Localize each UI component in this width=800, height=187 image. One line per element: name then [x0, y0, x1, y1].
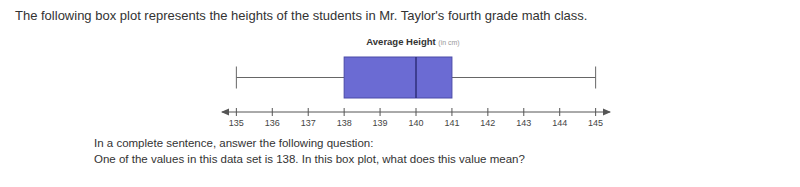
x-tick-label: 136	[265, 118, 280, 128]
x-tick	[487, 108, 488, 116]
page: The following box plot represents the he…	[0, 0, 800, 187]
x-tick	[595, 108, 596, 116]
x-tick-label: 140	[408, 118, 423, 128]
whisker-low	[236, 77, 344, 78]
x-tick	[451, 108, 452, 116]
question-text: One of the values in this data set is 13…	[94, 153, 525, 165]
title-unit: (in cm)	[438, 39, 459, 47]
x-tick-label: 139	[373, 118, 388, 128]
median-line	[415, 57, 417, 98]
whisker-high	[452, 77, 596, 78]
whisker-cap-min	[236, 67, 237, 89]
x-tick	[308, 108, 309, 116]
x-tick	[236, 108, 237, 116]
x-tick	[272, 108, 273, 116]
x-tick-label: 143	[516, 118, 531, 128]
chart-title: Average Height (in cm)	[366, 36, 459, 47]
x-tick-label: 141	[444, 118, 459, 128]
instruction-text: In a complete sentence, answer the follo…	[94, 137, 373, 149]
box-plot	[236, 57, 595, 98]
x-tick	[416, 108, 417, 116]
box	[344, 57, 452, 98]
x-tick	[523, 108, 524, 116]
axis-arrow-left	[221, 109, 229, 116]
x-tick-label: 144	[552, 118, 567, 128]
whisker-cap-max	[595, 67, 596, 89]
intro-text: The following box plot represents the he…	[15, 8, 587, 23]
x-tick-label: 142	[480, 118, 495, 128]
x-tick-label: 135	[229, 118, 244, 128]
x-tick	[380, 108, 381, 116]
title-main: Average Height	[366, 36, 438, 47]
x-tick-label: 137	[301, 118, 316, 128]
axis-arrow-right	[603, 109, 611, 116]
x-tick	[559, 108, 560, 116]
x-tick	[344, 108, 345, 116]
x-tick-label: 145	[588, 118, 603, 128]
x-tick-label: 138	[337, 118, 352, 128]
